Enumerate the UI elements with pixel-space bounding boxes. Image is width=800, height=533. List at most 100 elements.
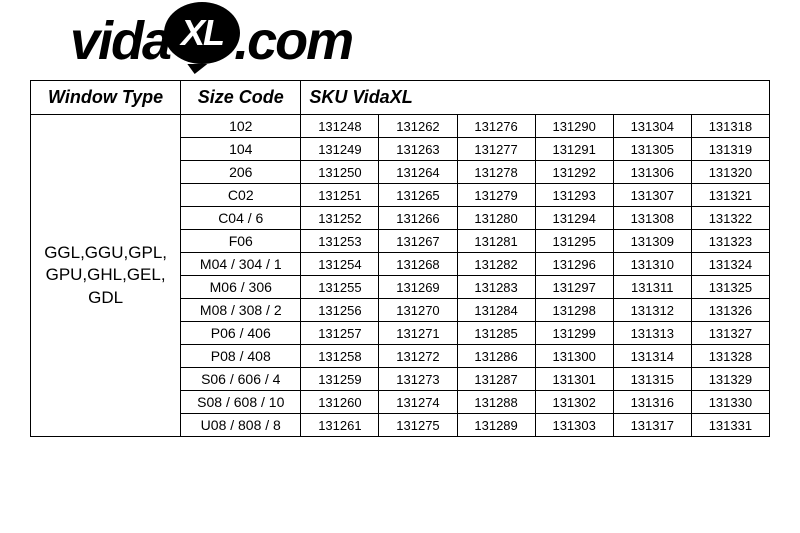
sku-cell: 131253 bbox=[301, 230, 379, 253]
sku-cell: 131309 bbox=[613, 230, 691, 253]
logo-prefix: vida bbox=[70, 10, 170, 72]
size-code-cell: P06 / 406 bbox=[181, 322, 301, 345]
sku-cell: 131306 bbox=[613, 161, 691, 184]
window-type-cell: GGL,GGU,GPL,GPU,GHL,GEL,GDL bbox=[31, 115, 181, 437]
sku-cell: 131303 bbox=[535, 414, 613, 437]
sku-cell: 131264 bbox=[379, 161, 457, 184]
sku-cell: 131262 bbox=[379, 115, 457, 138]
sku-cell: 131328 bbox=[691, 345, 769, 368]
sku-cell: 131319 bbox=[691, 138, 769, 161]
size-code-cell: S08 / 608 / 10 bbox=[181, 391, 301, 414]
size-code-cell: M06 / 306 bbox=[181, 276, 301, 299]
sku-cell: 131330 bbox=[691, 391, 769, 414]
sku-cell: 131298 bbox=[535, 299, 613, 322]
sku-cell: 131282 bbox=[457, 253, 535, 276]
sku-cell: 131312 bbox=[613, 299, 691, 322]
sku-cell: 131263 bbox=[379, 138, 457, 161]
sku-cell: 131326 bbox=[691, 299, 769, 322]
size-code-cell: 102 bbox=[181, 115, 301, 138]
sku-cell: 131315 bbox=[613, 368, 691, 391]
size-code-cell: C04 / 6 bbox=[181, 207, 301, 230]
logo-suffix: .com bbox=[234, 10, 352, 72]
sku-cell: 131310 bbox=[613, 253, 691, 276]
sku-cell: 131256 bbox=[301, 299, 379, 322]
size-code-cell: F06 bbox=[181, 230, 301, 253]
table-header-row: Window Type Size Code SKU VidaXL bbox=[31, 81, 770, 115]
size-code-cell: 206 bbox=[181, 161, 301, 184]
size-code-cell: S06 / 606 / 4 bbox=[181, 368, 301, 391]
sku-cell: 131284 bbox=[457, 299, 535, 322]
sku-cell: 131316 bbox=[613, 391, 691, 414]
sku-cell: 131317 bbox=[613, 414, 691, 437]
sku-cell: 131257 bbox=[301, 322, 379, 345]
header-sku: SKU VidaXL bbox=[301, 81, 770, 115]
sku-cell: 131331 bbox=[691, 414, 769, 437]
sku-cell: 131325 bbox=[691, 276, 769, 299]
logo-text: vida XL .com bbox=[70, 10, 352, 72]
sku-cell: 131255 bbox=[301, 276, 379, 299]
logo-bubble-icon: XL bbox=[164, 10, 240, 72]
size-code-cell: P08 / 408 bbox=[181, 345, 301, 368]
sku-cell: 131314 bbox=[613, 345, 691, 368]
header-size-code: Size Code bbox=[181, 81, 301, 115]
sku-cell: 131305 bbox=[613, 138, 691, 161]
sku-cell: 131259 bbox=[301, 368, 379, 391]
sku-cell: 131288 bbox=[457, 391, 535, 414]
sku-cell: 131308 bbox=[613, 207, 691, 230]
sku-cell: 131322 bbox=[691, 207, 769, 230]
sku-cell: 131274 bbox=[379, 391, 457, 414]
sku-cell: 131294 bbox=[535, 207, 613, 230]
sku-cell: 131249 bbox=[301, 138, 379, 161]
sku-cell: 131265 bbox=[379, 184, 457, 207]
size-code-cell: M04 / 304 / 1 bbox=[181, 253, 301, 276]
sku-cell: 131295 bbox=[535, 230, 613, 253]
sku-cell: 131273 bbox=[379, 368, 457, 391]
logo-bubble-text: XL bbox=[181, 12, 223, 54]
size-code-cell: 104 bbox=[181, 138, 301, 161]
sku-cell: 131272 bbox=[379, 345, 457, 368]
sku-cell: 131329 bbox=[691, 368, 769, 391]
sku-cell: 131290 bbox=[535, 115, 613, 138]
sku-table: Window Type Size Code SKU VidaXL GGL,GGU… bbox=[30, 80, 770, 437]
sku-cell: 131300 bbox=[535, 345, 613, 368]
sku-cell: 131318 bbox=[691, 115, 769, 138]
sku-cell: 131276 bbox=[457, 115, 535, 138]
sku-cell: 131258 bbox=[301, 345, 379, 368]
sku-cell: 131278 bbox=[457, 161, 535, 184]
size-code-cell: U08 / 808 / 8 bbox=[181, 414, 301, 437]
sku-cell: 131269 bbox=[379, 276, 457, 299]
sku-cell: 131285 bbox=[457, 322, 535, 345]
sku-cell: 131283 bbox=[457, 276, 535, 299]
logo: vida XL .com bbox=[70, 10, 770, 72]
sku-cell: 131266 bbox=[379, 207, 457, 230]
sku-cell: 131321 bbox=[691, 184, 769, 207]
sku-cell: 131279 bbox=[457, 184, 535, 207]
sku-cell: 131301 bbox=[535, 368, 613, 391]
sku-cell: 131324 bbox=[691, 253, 769, 276]
sku-cell: 131293 bbox=[535, 184, 613, 207]
sku-cell: 131254 bbox=[301, 253, 379, 276]
sku-cell: 131299 bbox=[535, 322, 613, 345]
sku-cell: 131311 bbox=[613, 276, 691, 299]
sku-cell: 131248 bbox=[301, 115, 379, 138]
sku-cell: 131323 bbox=[691, 230, 769, 253]
sku-cell: 131296 bbox=[535, 253, 613, 276]
header-window-type: Window Type bbox=[31, 81, 181, 115]
sku-cell: 131280 bbox=[457, 207, 535, 230]
size-code-cell: C02 bbox=[181, 184, 301, 207]
sku-cell: 131277 bbox=[457, 138, 535, 161]
sku-cell: 131292 bbox=[535, 161, 613, 184]
size-code-cell: M08 / 308 / 2 bbox=[181, 299, 301, 322]
sku-cell: 131289 bbox=[457, 414, 535, 437]
sku-cell: 131268 bbox=[379, 253, 457, 276]
table-row: GGL,GGU,GPL,GPU,GHL,GEL,GDL1021312481312… bbox=[31, 115, 770, 138]
sku-cell: 131320 bbox=[691, 161, 769, 184]
sku-cell: 131307 bbox=[613, 184, 691, 207]
sku-cell: 131271 bbox=[379, 322, 457, 345]
sku-cell: 131291 bbox=[535, 138, 613, 161]
sku-cell: 131287 bbox=[457, 368, 535, 391]
sku-cell: 131260 bbox=[301, 391, 379, 414]
sku-cell: 131286 bbox=[457, 345, 535, 368]
sku-cell: 131281 bbox=[457, 230, 535, 253]
sku-cell: 131270 bbox=[379, 299, 457, 322]
